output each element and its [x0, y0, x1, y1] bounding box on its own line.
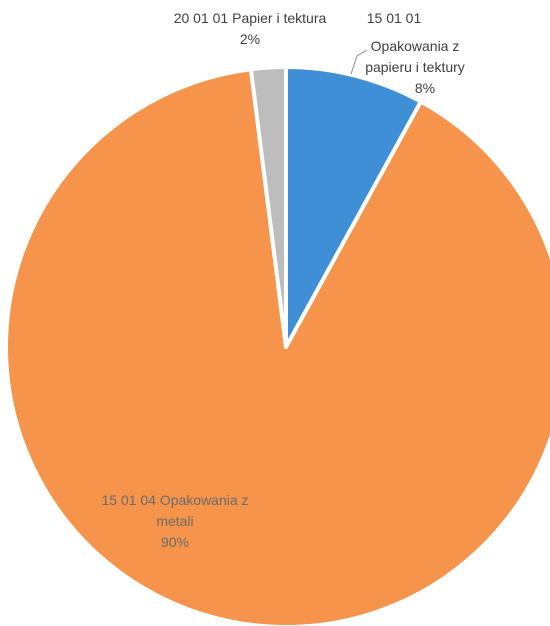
data-label-metal-packaging: 15 01 04 Opakowania z metali 90%: [55, 490, 295, 553]
data-label-paper-packaging-line3: papieru i tektury: [365, 59, 465, 75]
data-label-paper-packaging-line2: Opakowania z: [370, 38, 460, 54]
data-label-paper-cardboard-percent: 2%: [239, 31, 261, 47]
leader-line: [350, 49, 368, 75]
pie-slice-metal-packaging: [4, 67, 550, 626]
pie-slice-paper-packaging: [284, 65, 423, 349]
data-label-paper-packaging-text: Opakowania z papieru i tektury 8%: [340, 36, 490, 99]
pie-slice-paper-cardboard: [248, 65, 288, 349]
pie-slices: [4, 65, 550, 626]
data-label-metal-packaging-line2: metali: [156, 513, 194, 529]
data-label-paper-packaging: 15 01 01: [334, 8, 454, 29]
data-label-paper-packaging-code: 15 01 01: [366, 10, 422, 26]
data-label-paper-cardboard-category: 20 01 01 Papier i tektura: [173, 10, 327, 26]
data-label-metal-packaging-percent: 90%: [160, 534, 190, 550]
data-label-paper-packaging-percent: 8%: [414, 80, 436, 96]
data-label-metal-packaging-line1: 15 01 04 Opakowania z: [101, 492, 249, 508]
data-label-paper-cardboard: 20 01 01 Papier i tektura 2%: [150, 8, 350, 50]
